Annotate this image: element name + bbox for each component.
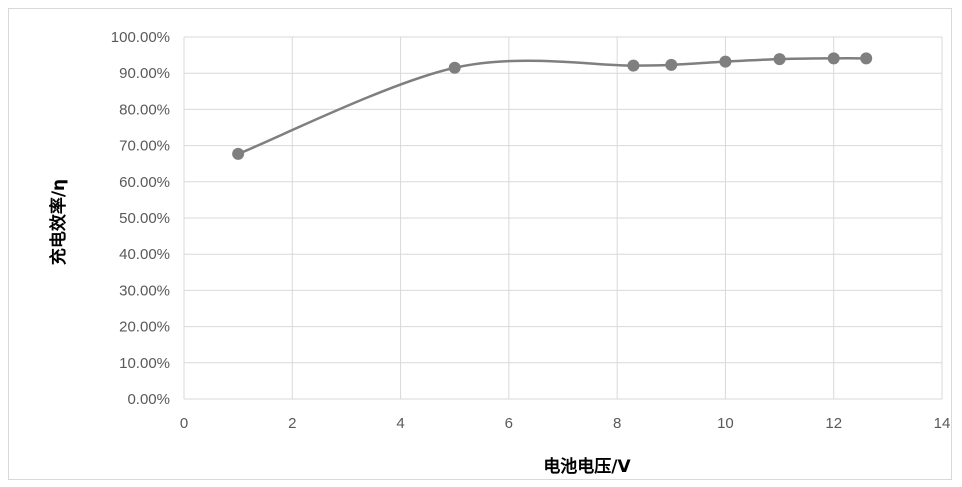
y-tick-label: 50.00% [119,210,170,227]
x-tick-label: 0 [180,415,188,432]
x-tick-label: 6 [505,415,513,432]
data-point [719,55,732,68]
x-tick-label: 10 [717,415,734,432]
y-tick-label: 80.00% [119,101,170,118]
y-tick-label: 70.00% [119,138,170,155]
y-tick-label: 10.00% [119,355,170,372]
y-axis-title: 充电效率/η [48,179,69,265]
data-point [860,52,873,65]
x-axis-title: 电池电压/V [543,456,631,477]
x-tick-label: 14 [934,415,951,432]
chart-frame [8,8,952,480]
y-axis-ticks: 0.00% 10.00% 20.00% 30.00% 40.00% 50.00% 60.00… [111,29,170,408]
x-tick-label: 8 [613,415,621,432]
x-tick-label: 4 [396,415,404,432]
x-axis-ticks: 0 2 4 6 8 10 12 14 [180,415,951,432]
y-tick-label: 60.00% [119,174,170,191]
data-point [773,53,786,66]
y-tick-label: 0.00% [127,391,170,408]
series-line [237,57,867,156]
x-tick-label: 2 [288,415,296,432]
data-point [448,61,461,74]
y-tick-label: 100.00% [111,29,170,46]
data-point [665,58,678,71]
gridlines [183,36,943,400]
y-tick-label: 40.00% [119,246,170,263]
y-tick-label: 20.00% [119,319,170,336]
data-point [232,147,245,160]
data-points [232,52,873,160]
y-tick-label: 90.00% [119,65,170,82]
x-tick-label: 12 [825,415,842,432]
data-point [627,59,640,72]
data-point [827,52,840,65]
y-tick-label: 30.00% [119,282,170,299]
